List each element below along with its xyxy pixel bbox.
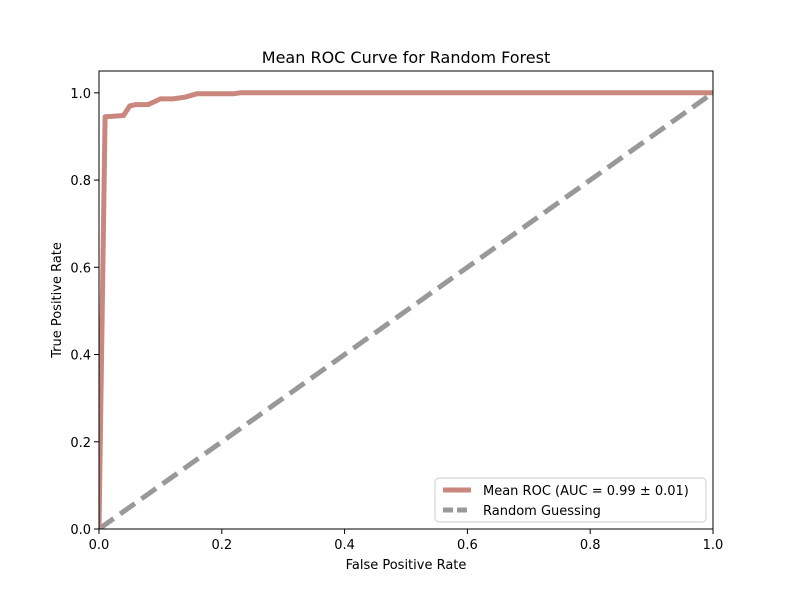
plot-area: [98, 70, 714, 530]
y-tick-label: 0.6: [70, 261, 91, 276]
mean-roc-line: [99, 90, 713, 529]
x-tick-label: 1.0: [703, 538, 724, 553]
random-guessing-line: [99, 90, 713, 529]
y-axis: 0.0 0.2 0.4 0.6 0.8 1.0: [70, 87, 99, 538]
x-tick-label: 0.8: [580, 538, 601, 553]
y-tick-label: 0.8: [70, 174, 91, 189]
y-tick-label: 1.0: [70, 87, 91, 102]
x-axis: 0.0 0.2 0.4 0.6 0.8 1.0: [89, 529, 724, 553]
y-tick-label: 0.4: [70, 349, 91, 364]
legend-box: [434, 477, 707, 523]
x-axis-label: False Positive Rate: [346, 558, 467, 573]
legend-label: Random Guessing: [483, 504, 601, 519]
x-tick-label: 0.2: [211, 538, 232, 553]
chart-title: Mean ROC Curve for Random Forest: [262, 48, 550, 67]
x-tick-label: 0.4: [334, 538, 355, 553]
plot-frame: [98, 70, 714, 530]
y-tick-label: 0.0: [70, 523, 91, 538]
x-tick-label: 0.6: [457, 538, 478, 553]
y-tick-label: 0.2: [70, 436, 91, 451]
x-tick-label: 0.0: [89, 538, 110, 553]
legend: Mean ROC (AUC = 0.99 ± 0.01) Random Guess…: [434, 477, 707, 523]
legend-label: Mean ROC (AUC = 0.99 ± 0.01): [483, 484, 689, 499]
y-axis-label: True Positive Rate: [50, 242, 65, 359]
